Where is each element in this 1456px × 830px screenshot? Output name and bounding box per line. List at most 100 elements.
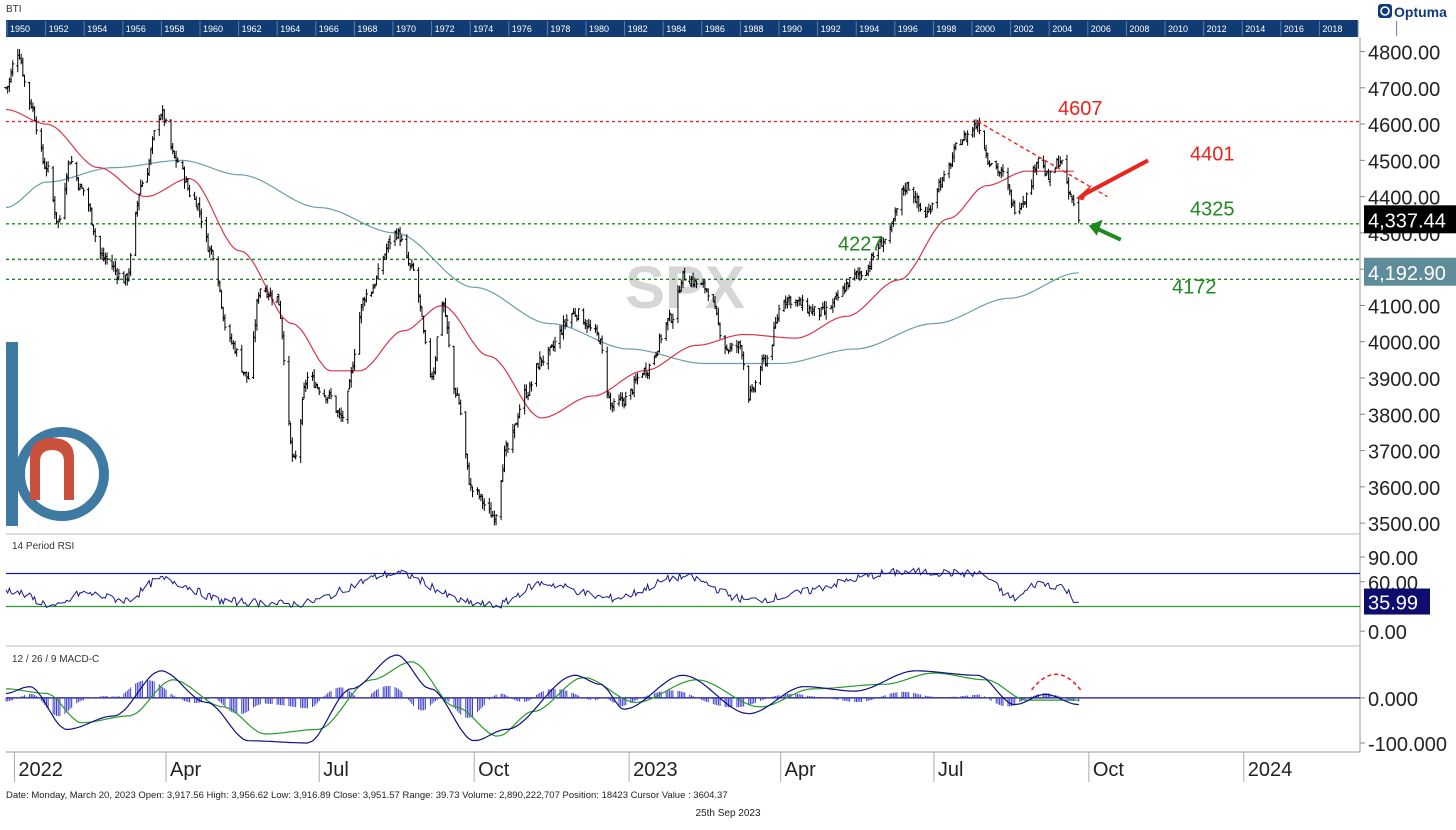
price-bar — [299, 418, 303, 464]
price-bar — [809, 306, 813, 313]
timeline-year-label: 1988 — [743, 24, 763, 34]
optuma-logo-mark — [1380, 6, 1390, 16]
price-bar — [199, 208, 203, 229]
timeline-year-label: 2006 — [1091, 24, 1111, 34]
price-bar — [728, 342, 732, 353]
price-bar — [832, 297, 837, 308]
price-bar — [841, 285, 845, 297]
price-axis-label: 3900.00 — [1368, 369, 1440, 391]
price-bar — [70, 156, 74, 164]
publisher-logo — [6, 342, 109, 526]
timeline-year-label: 1994 — [859, 24, 879, 34]
price-bar — [683, 267, 687, 281]
price-bar — [821, 302, 825, 311]
price-bar — [563, 319, 567, 330]
price-bar — [925, 206, 929, 218]
price-bar — [193, 191, 197, 200]
price-bar — [7, 77, 11, 92]
price-bar — [652, 355, 656, 366]
value-tag-label: 4,192.90 — [1368, 263, 1446, 285]
price-bars-layer — [4, 48, 1081, 526]
price-bar — [506, 442, 510, 453]
price-bar — [619, 392, 623, 401]
price-bar — [937, 178, 941, 193]
timeline-year-label: 2012 — [1207, 24, 1227, 34]
price-bar — [194, 196, 198, 208]
price-bar — [994, 160, 998, 170]
price-bar — [410, 259, 414, 269]
x-axis-label: Jul — [323, 759, 349, 781]
x-axis-label: 2023 — [633, 759, 678, 781]
price-axis-label: 4800.00 — [1368, 43, 1440, 65]
price-bar — [913, 191, 918, 204]
timeline-year-label: 1978 — [550, 24, 570, 34]
price-bar — [171, 143, 175, 155]
resistance-trendline — [977, 120, 1108, 198]
price-bar — [411, 262, 416, 272]
price-bar — [176, 157, 180, 163]
price-bar — [871, 251, 875, 261]
price-bar — [800, 294, 805, 311]
price-bar — [753, 380, 758, 393]
price-bar — [452, 345, 456, 395]
price-bar — [918, 202, 923, 212]
timeline-year-label: 1970 — [396, 24, 416, 34]
x-axis-label: Oct — [478, 759, 510, 781]
symbol-label: BTI — [6, 4, 22, 15]
price-bar — [46, 161, 50, 173]
price-bar — [831, 298, 835, 313]
price-bar — [998, 171, 1002, 177]
price-bar — [137, 193, 141, 211]
price-bar — [455, 387, 459, 396]
price-bar — [888, 224, 892, 244]
price-bar — [612, 398, 616, 412]
price-bar — [750, 384, 754, 393]
price-bar — [1048, 170, 1052, 187]
price-bar — [565, 314, 569, 328]
timeline-year-label: 1950 — [10, 24, 30, 34]
timeline-bar[interactable] — [6, 20, 1358, 37]
price-bar — [317, 387, 321, 396]
price-bar — [172, 150, 177, 159]
price-bar — [16, 48, 20, 73]
price-bar — [255, 298, 259, 331]
price-bar — [962, 130, 966, 142]
rsi-value-tag — [1364, 588, 1430, 615]
price-bar — [1009, 189, 1013, 209]
price-bar — [482, 498, 486, 511]
cursor-info: Date: Monday, March 20, 2023 Open: 3,917… — [6, 790, 728, 801]
price-bar — [300, 397, 304, 426]
price-bar — [570, 313, 574, 328]
macd-layer: 0.000 -100.000 — [5, 654, 1447, 756]
timeline-year-label: 1976 — [512, 24, 532, 34]
macd-title: 12 / 26 / 9 MACD-C — [12, 654, 99, 665]
price-bar — [678, 285, 682, 294]
price-bar — [447, 321, 451, 348]
support-arrow — [1093, 225, 1122, 242]
price-bar — [600, 335, 604, 354]
price-bar — [432, 367, 436, 381]
price-bar — [209, 245, 214, 255]
price-bar — [9, 68, 13, 84]
price-bar — [430, 371, 434, 380]
price-bar — [110, 254, 114, 270]
label-4607: 4607 — [1058, 98, 1103, 120]
price-bar — [428, 338, 432, 378]
macd-histogram — [5, 680, 1080, 718]
price-bar — [489, 502, 493, 518]
timeline-year-label: 1954 — [87, 24, 107, 34]
price-bar — [758, 365, 763, 386]
timeline-year-label: 1998 — [936, 24, 956, 34]
support-arrow-head — [1088, 219, 1103, 236]
price-bar — [558, 325, 562, 349]
rsi-title: 14 Period RSI — [12, 541, 74, 552]
price-bar — [1053, 167, 1057, 174]
price-axis-layer: 4800.004700.004600.004500.004400.004300.… — [1360, 43, 1456, 536]
label-4172: 4172 — [1172, 276, 1217, 298]
ma200-layer — [5, 159, 1079, 365]
price-bar — [561, 315, 566, 340]
price-bar — [341, 410, 345, 423]
price-bar — [856, 267, 860, 280]
price-bar — [806, 298, 810, 314]
